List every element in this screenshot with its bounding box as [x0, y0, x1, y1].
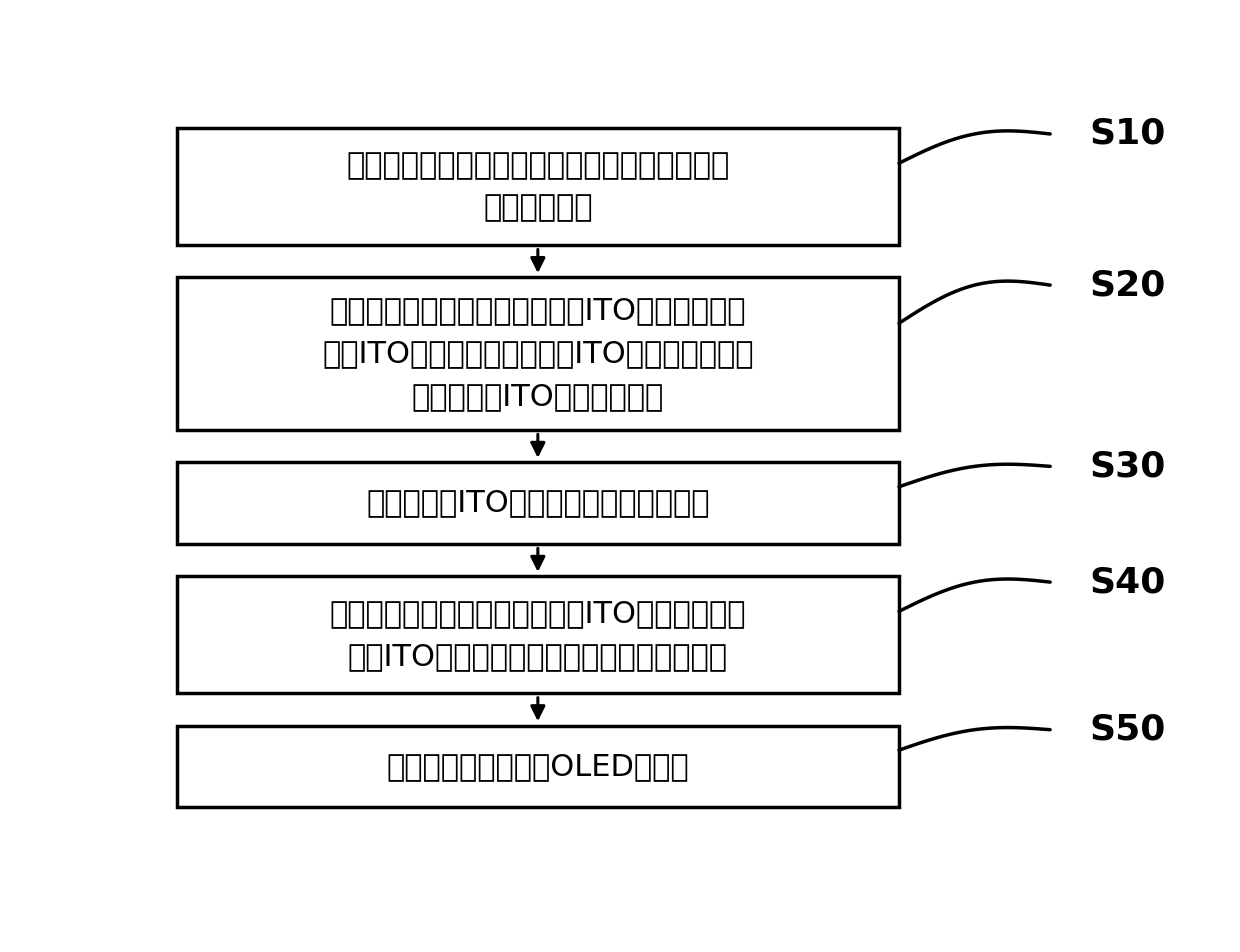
Text: 在所述第二ITO层上形成图案化的光刻胶: 在所述第二ITO层上形成图案化的光刻胶 [366, 488, 709, 518]
Text: 在所述阳极层上制备OLED发光层: 在所述阳极层上制备OLED发光层 [387, 752, 689, 781]
Text: S40: S40 [1089, 565, 1166, 599]
Bar [176, 129, 899, 246]
Text: 提供阵列基板，所述阵列基板包括衬底基板和薄
膜晶体管阵列: 提供阵列基板，所述阵列基板包括衬底基板和薄 膜晶体管阵列 [346, 150, 729, 223]
Bar [176, 725, 899, 807]
Text: S30: S30 [1089, 449, 1166, 484]
Text: 利用同一道刻蚀工艺对所述第二ITO层、反射层、
第一ITO层进行刻蚀，以形成图案化的阳极层: 利用同一道刻蚀工艺对所述第二ITO层、反射层、 第一ITO层进行刻蚀，以形成图案… [330, 599, 746, 670]
Text: S20: S20 [1089, 268, 1166, 302]
Bar [176, 463, 899, 544]
Text: S10: S10 [1089, 117, 1166, 151]
Text: 在所述阵列基板上依次形成第一ITO层、反射层、
第二ITO层，其中，所述第二ITO层的膜层厚度大
于所述第一ITO层的膜层厚度: 在所述阵列基板上依次形成第一ITO层、反射层、 第二ITO层，其中，所述第二IT… [322, 296, 754, 411]
Bar [176, 277, 899, 430]
Bar [176, 576, 899, 693]
Text: S50: S50 [1089, 713, 1166, 746]
